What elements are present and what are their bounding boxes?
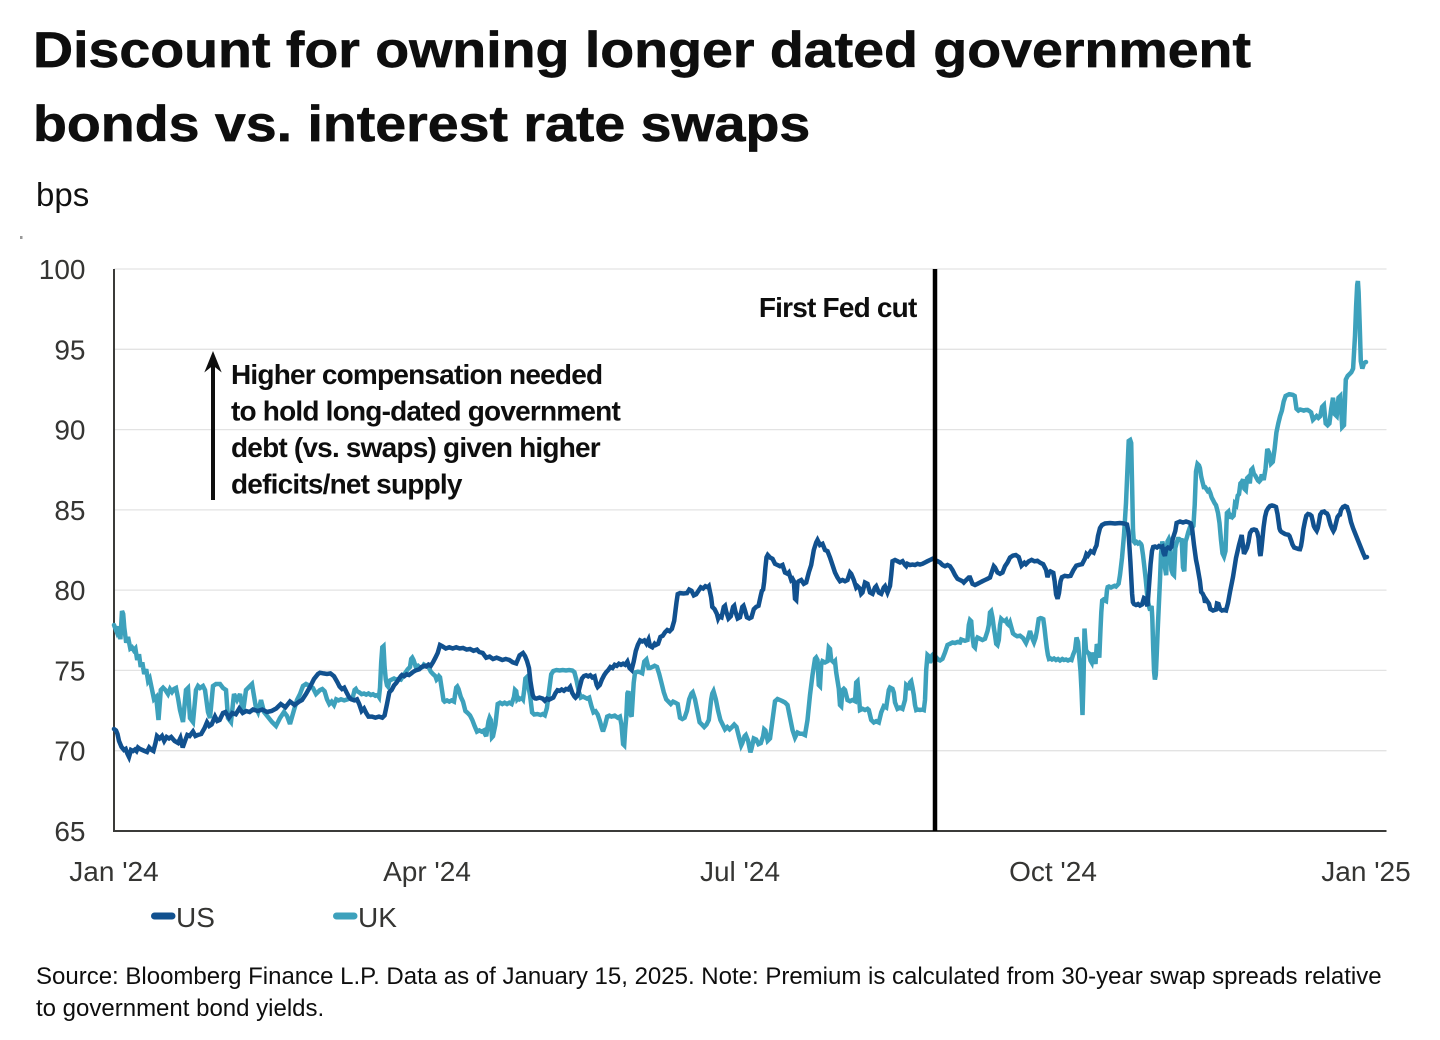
svg-text:95: 95 — [54, 334, 85, 365]
svg-text:UK: UK — [358, 902, 397, 933]
svg-text:debt (vs. swaps) given higher: debt (vs. swaps) given higher — [231, 432, 601, 463]
svg-text:80: 80 — [54, 575, 85, 606]
svg-text:deficits/net supply: deficits/net supply — [231, 469, 463, 500]
svg-text:First Fed cut: First Fed cut — [759, 292, 917, 323]
svg-text:Jul '24: Jul '24 — [700, 856, 780, 887]
svg-text:Jan '25: Jan '25 — [1321, 856, 1410, 887]
svg-text:65: 65 — [54, 816, 85, 847]
svg-text:US: US — [176, 902, 215, 933]
svg-text:70: 70 — [54, 736, 85, 767]
svg-text:75: 75 — [54, 655, 85, 686]
svg-text:Higher compensation needed: Higher compensation needed — [231, 359, 602, 390]
svg-text:90: 90 — [54, 415, 85, 446]
svg-text:85: 85 — [54, 495, 85, 526]
svg-text:Apr '24: Apr '24 — [383, 856, 471, 887]
svg-text:Oct '24: Oct '24 — [1009, 856, 1097, 887]
svg-text:Jan '24: Jan '24 — [69, 856, 158, 887]
svg-text:to hold long-dated government: to hold long-dated government — [231, 396, 620, 427]
svg-text:100: 100 — [39, 254, 86, 285]
